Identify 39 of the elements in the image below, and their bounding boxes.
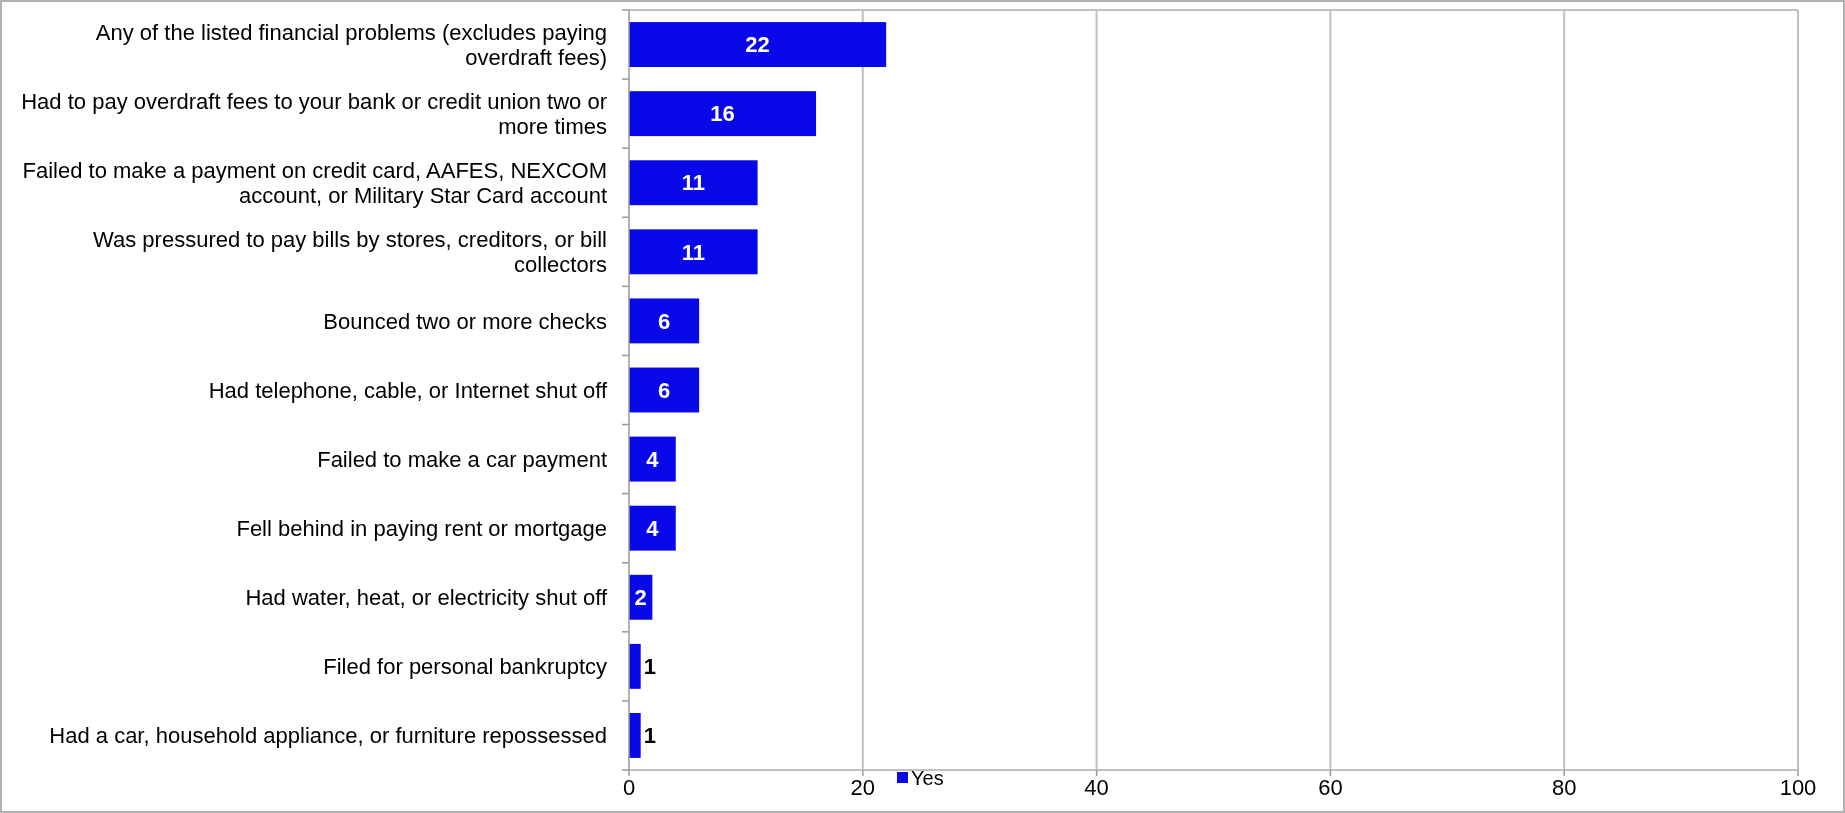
- bar: [629, 505, 676, 551]
- bar: [629, 713, 641, 758]
- bar: [629, 22, 887, 67]
- x-tick-label: 80: [1551, 775, 1577, 800]
- y-tick-label: Had telephone, cable, or Internet shut off: [208, 377, 608, 403]
- y-tick-label: Had to pay overdraft fees to your bank or credit union two or more times: [21, 88, 607, 139]
- bar: [629, 367, 700, 413]
- x-tick-label: 0: [622, 775, 636, 800]
- data-label: 2: [634, 584, 647, 610]
- data-label: 6: [657, 308, 671, 334]
- data-label: 4: [646, 446, 660, 472]
- bar: [629, 643, 641, 689]
- x-tick-label: 40: [1084, 775, 1109, 800]
- y-tick-label: Was pressured to pay bills by stores, creditors, or bill collectors: [93, 226, 607, 278]
- x-tick-label: 100: [1779, 775, 1817, 800]
- data-label: 1: [643, 654, 656, 680]
- data-label: 11: [681, 170, 705, 196]
- data-label: 4: [646, 515, 660, 541]
- bar: [629, 298, 700, 344]
- y-tick-label: Filed for personal bankruptcy: [323, 654, 607, 680]
- y-tick-label: Any of the listed financial problems (excludes paying overdraft fees): [95, 19, 607, 70]
- bar: [629, 229, 758, 275]
- data-label: 6: [657, 377, 671, 403]
- bar: [629, 436, 676, 482]
- x-tick-label: 20: [850, 775, 876, 800]
- y-tick-label: Failed to make a car payment: [317, 446, 607, 472]
- legend-label: Yes: [911, 767, 944, 789]
- y-tick-label: Bounced two or more checks: [323, 308, 607, 334]
- y-tick-label: Had water, heat, or electricity shut off: [245, 584, 608, 610]
- data-label: 16: [710, 101, 735, 127]
- data-label: 1: [643, 723, 656, 749]
- data-label: 22: [745, 32, 770, 58]
- bar: [629, 91, 817, 137]
- y-tick-label: Failed to make a payment on credit card, AAFES, NEXCOM account, or Military Star Card account: [22, 157, 607, 209]
- bar: [629, 160, 758, 206]
- data-label: 11: [681, 239, 705, 265]
- y-tick-label: Fell behind in paying rent or mortgage: [236, 515, 607, 541]
- y-tick-label: Had a car, household appliance, or furniture repossessed: [49, 723, 607, 749]
- x-tick-label: 60: [1318, 775, 1343, 800]
